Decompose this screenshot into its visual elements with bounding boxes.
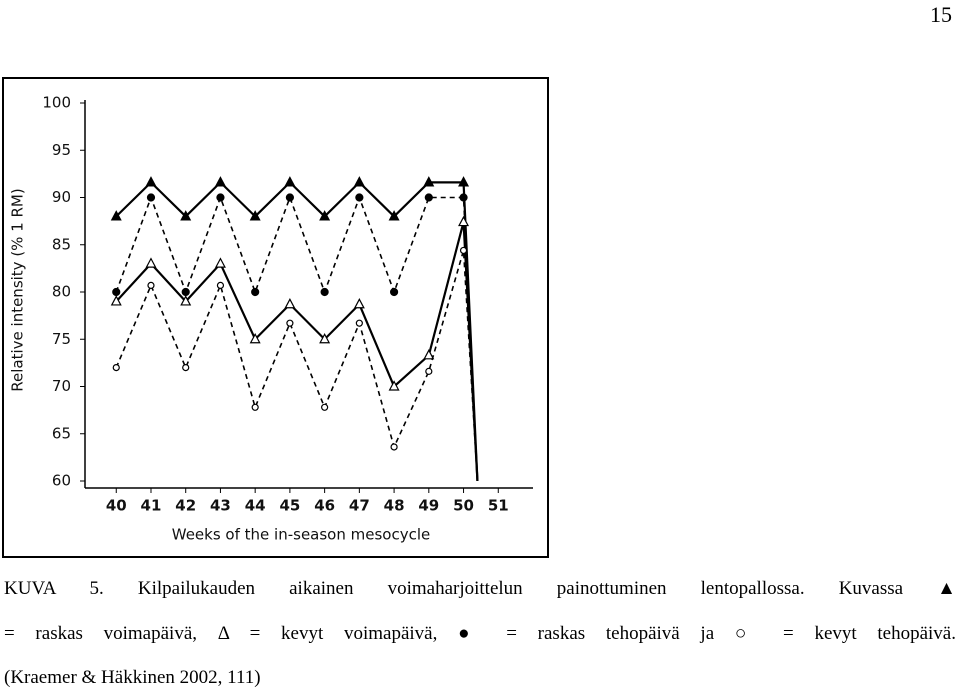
marker bbox=[112, 364, 120, 372]
marker bbox=[319, 210, 331, 221]
marker bbox=[390, 443, 398, 451]
marker bbox=[388, 210, 400, 221]
marker bbox=[423, 176, 435, 187]
marker bbox=[145, 257, 157, 268]
x-tick-label: 45 bbox=[279, 497, 300, 515]
marker bbox=[423, 349, 435, 360]
x-tick-label: 44 bbox=[245, 497, 266, 515]
y-tick-label: 100 bbox=[42, 94, 71, 112]
caption-line: KUVA 5. Kilpailukauden aikainen voimahar… bbox=[4, 578, 956, 599]
marker bbox=[284, 176, 296, 187]
y-tick-label: 75 bbox=[52, 330, 71, 348]
series-line bbox=[115, 180, 479, 482]
x-tick-label: 48 bbox=[384, 497, 405, 515]
marker bbox=[180, 210, 192, 221]
marker bbox=[286, 319, 294, 327]
marker bbox=[249, 332, 261, 344]
x-tick-label: 42 bbox=[175, 497, 196, 515]
x-tick-label: 46 bbox=[314, 497, 335, 515]
x-tick-label: 49 bbox=[418, 497, 439, 515]
marker bbox=[459, 193, 468, 202]
marker bbox=[285, 193, 294, 202]
caption-line: = raskas voimapäivä, Δ = kevyt voimapäiv… bbox=[4, 623, 956, 644]
y-tick-label: 80 bbox=[52, 283, 71, 301]
marker bbox=[214, 176, 226, 187]
x-tick-label: 51 bbox=[488, 497, 509, 515]
marker bbox=[251, 403, 259, 411]
marker bbox=[353, 298, 365, 309]
marker bbox=[249, 210, 261, 221]
marker bbox=[353, 176, 365, 187]
x-tick-label: 43 bbox=[210, 497, 231, 515]
marker bbox=[110, 210, 122, 221]
marker bbox=[216, 193, 225, 202]
series-line bbox=[115, 195, 479, 482]
series-line bbox=[115, 221, 479, 482]
marker bbox=[459, 246, 468, 255]
x-tick-label: 41 bbox=[141, 497, 162, 515]
series-line bbox=[115, 250, 479, 482]
y-tick-label: 90 bbox=[52, 188, 71, 206]
marker bbox=[112, 287, 121, 297]
marker bbox=[110, 295, 122, 306]
x-axis-label: Weeks of the in-season mesocycle bbox=[172, 526, 430, 544]
marker bbox=[319, 332, 331, 344]
page-number: 15 bbox=[930, 2, 952, 27]
marker bbox=[388, 380, 400, 391]
y-tick-label: 65 bbox=[52, 424, 71, 442]
marker bbox=[355, 319, 363, 327]
marker bbox=[458, 176, 470, 187]
y-tick-label: 85 bbox=[52, 235, 71, 253]
marker bbox=[458, 215, 470, 227]
marker bbox=[182, 364, 190, 372]
marker bbox=[284, 298, 296, 309]
marker bbox=[214, 257, 226, 268]
marker bbox=[355, 193, 364, 202]
y-tick-label: 95 bbox=[52, 141, 71, 159]
y-tick-label: 60 bbox=[52, 472, 71, 490]
marker bbox=[251, 287, 260, 297]
marker bbox=[180, 295, 192, 306]
marker bbox=[147, 281, 155, 289]
marker bbox=[181, 287, 190, 297]
marker bbox=[216, 281, 225, 289]
y-axis-label: Relative intensity (% 1 RM) bbox=[9, 188, 27, 391]
x-tick-label: 40 bbox=[106, 497, 127, 515]
caption-line: (Kraemer & Häkkinen 2002, 111) bbox=[4, 667, 261, 688]
marker bbox=[425, 367, 433, 375]
marker bbox=[320, 287, 329, 297]
marker bbox=[146, 193, 156, 202]
marker bbox=[424, 193, 433, 202]
y-tick-label: 70 bbox=[52, 377, 71, 395]
marker bbox=[389, 287, 399, 297]
marker bbox=[145, 176, 157, 187]
x-tick-label: 50 bbox=[453, 497, 474, 515]
marker bbox=[321, 403, 329, 411]
x-tick-label: 47 bbox=[349, 497, 370, 515]
